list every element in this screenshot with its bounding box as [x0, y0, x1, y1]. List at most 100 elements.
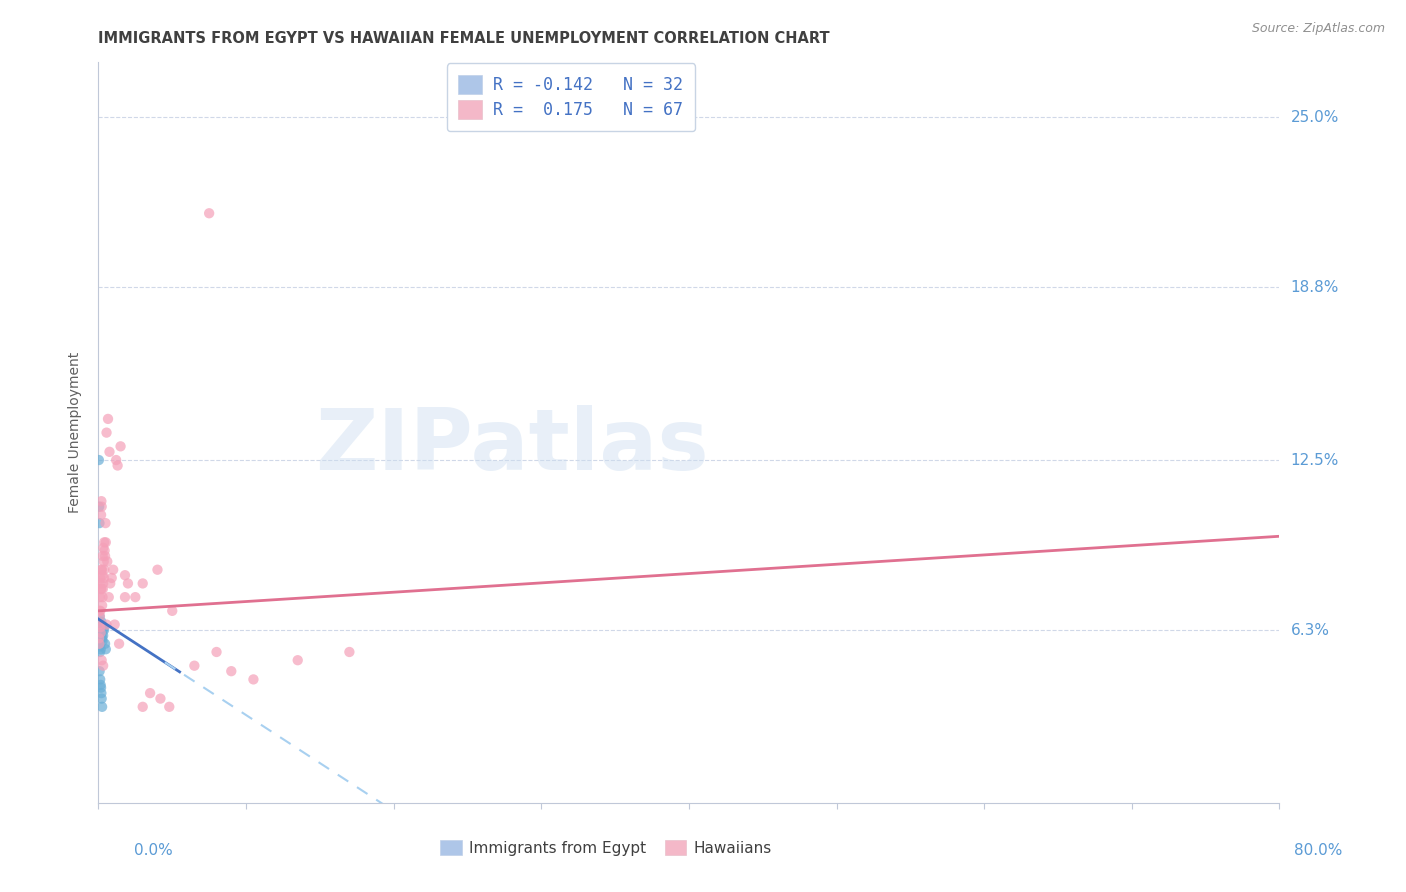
- Point: [94, 642, 117, 657]
- Point: [90, 625, 112, 640]
- Point: [90, 615, 112, 629]
- Point: [93, 623, 115, 637]
- Point: [90, 617, 112, 632]
- Point: [89, 620, 111, 634]
- Point: [100, 571, 122, 585]
- Point: [94, 637, 117, 651]
- Point: [339, 645, 361, 659]
- Point: [98, 445, 121, 459]
- Point: [89, 623, 111, 637]
- Point: [89, 576, 111, 591]
- Point: [96, 617, 118, 632]
- Point: [90, 642, 112, 657]
- Point: [132, 699, 155, 714]
- Point: [87, 453, 110, 467]
- Point: [89, 604, 111, 618]
- Point: [91, 563, 114, 577]
- Point: [90, 582, 112, 596]
- Point: [103, 563, 125, 577]
- Point: [89, 637, 111, 651]
- Point: [91, 658, 114, 673]
- Point: [89, 590, 111, 604]
- Point: [93, 571, 115, 585]
- Point: [89, 640, 111, 654]
- Point: [114, 568, 136, 582]
- Text: 80.0%: 80.0%: [1295, 843, 1343, 858]
- Point: [97, 412, 120, 426]
- Point: [93, 554, 115, 568]
- Point: [93, 620, 115, 634]
- Point: [89, 571, 111, 585]
- Point: [89, 609, 111, 624]
- Point: [89, 620, 111, 634]
- Point: [132, 576, 155, 591]
- Point: [93, 535, 115, 549]
- Point: [91, 599, 114, 613]
- Point: [183, 658, 205, 673]
- Point: [90, 625, 112, 640]
- Point: [287, 653, 309, 667]
- Legend: Immigrants from Egypt, Hawaiians: Immigrants from Egypt, Hawaiians: [434, 834, 779, 862]
- Point: [90, 681, 112, 695]
- Point: [91, 634, 114, 648]
- Point: [87, 632, 110, 646]
- Point: [104, 617, 127, 632]
- Point: [90, 508, 112, 522]
- Point: [89, 500, 111, 514]
- Point: [89, 516, 111, 530]
- Point: [87, 625, 110, 640]
- Point: [89, 673, 111, 687]
- Point: [89, 604, 111, 618]
- Point: [90, 563, 112, 577]
- Point: [114, 590, 136, 604]
- Text: ZIPatlas: ZIPatlas: [315, 405, 709, 488]
- Point: [90, 494, 112, 508]
- Point: [91, 632, 114, 646]
- Point: [91, 549, 114, 563]
- Text: 12.5%: 12.5%: [1291, 452, 1339, 467]
- Point: [91, 568, 114, 582]
- Point: [221, 664, 243, 678]
- Point: [90, 686, 112, 700]
- Point: [146, 563, 169, 577]
- Y-axis label: Female Unemployment: Female Unemployment: [69, 352, 83, 513]
- Point: [89, 617, 111, 632]
- Point: [90, 628, 112, 642]
- Point: [90, 678, 112, 692]
- Point: [91, 628, 114, 642]
- Text: 25.0%: 25.0%: [1291, 110, 1339, 125]
- Point: [110, 439, 132, 453]
- Point: [91, 582, 114, 596]
- Text: Source: ZipAtlas.com: Source: ZipAtlas.com: [1251, 22, 1385, 36]
- Text: 6.3%: 6.3%: [1291, 623, 1330, 638]
- Point: [89, 617, 111, 632]
- Point: [96, 425, 118, 440]
- Point: [94, 535, 117, 549]
- Point: [242, 673, 264, 687]
- Point: [89, 632, 111, 646]
- Point: [162, 604, 183, 618]
- Point: [93, 563, 115, 577]
- Point: [98, 576, 121, 591]
- Point: [91, 576, 114, 591]
- Text: 0.0%: 0.0%: [134, 843, 173, 858]
- Point: [91, 590, 114, 604]
- Point: [107, 458, 129, 473]
- Point: [89, 609, 111, 624]
- Point: [149, 691, 172, 706]
- Point: [90, 653, 112, 667]
- Point: [90, 500, 112, 514]
- Text: 18.8%: 18.8%: [1291, 280, 1339, 294]
- Point: [89, 664, 111, 678]
- Point: [105, 453, 128, 467]
- Point: [108, 637, 131, 651]
- Point: [96, 554, 118, 568]
- Point: [89, 637, 111, 651]
- Point: [94, 549, 117, 563]
- Point: [93, 543, 115, 558]
- Point: [124, 590, 146, 604]
- Point: [90, 691, 112, 706]
- Point: [90, 582, 112, 596]
- Point: [157, 699, 180, 714]
- Point: [139, 686, 162, 700]
